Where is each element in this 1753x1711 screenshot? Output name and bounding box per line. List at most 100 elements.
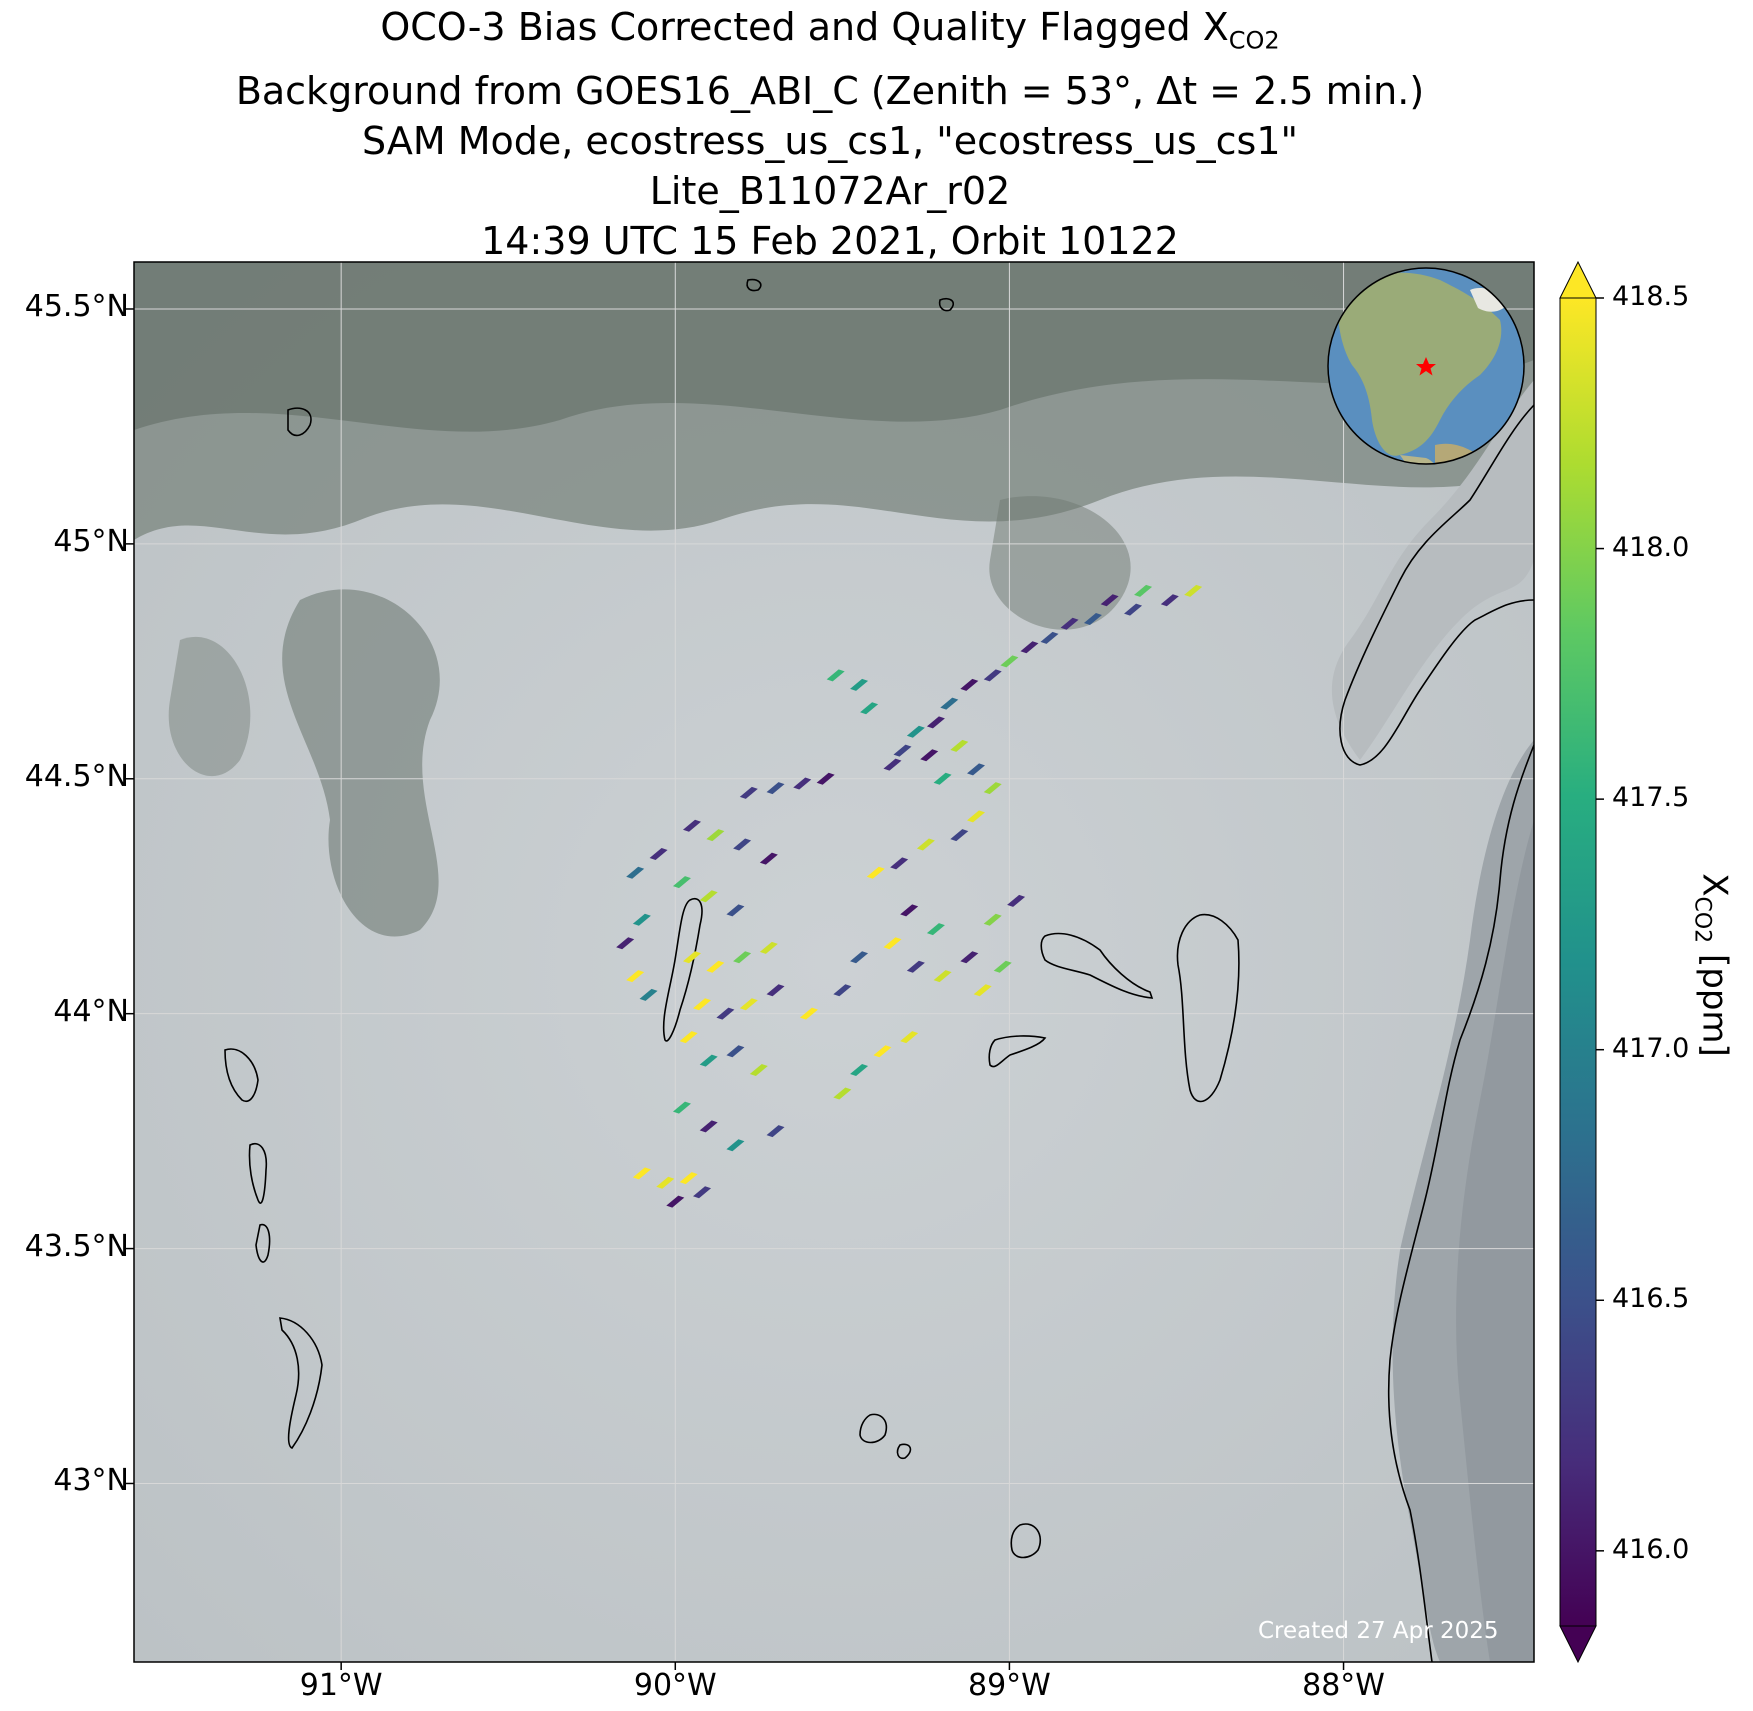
target-star-icon [1416, 357, 1436, 376]
xco2-sounding [1184, 584, 1203, 597]
inset-globe [1327, 267, 1525, 465]
xco2-sounding [893, 744, 912, 757]
colorbar-tick-label: 417.5 [1612, 782, 1690, 814]
colorbar-title: XCO2 [ppm] [1689, 873, 1735, 1057]
xco2-sounding [883, 758, 902, 771]
xco2-sounding [682, 819, 701, 832]
xco2-sounding [1124, 603, 1143, 616]
xco2-sounding [739, 998, 758, 1011]
xco2-sounding [960, 678, 979, 691]
xco2-sounding [699, 890, 718, 903]
xco2-sounding [679, 1031, 698, 1044]
lat-tick-label: 43°N [53, 1463, 129, 1499]
xco2-sounding [883, 937, 902, 950]
xco2-sounding [983, 669, 1002, 682]
xco2-sounding [766, 782, 785, 795]
xco2-sounding [649, 847, 668, 860]
xco2-sounding [940, 697, 959, 710]
xco2-sounding [672, 1101, 691, 1114]
xco2-sounding [973, 984, 992, 997]
xco2-sounding [626, 970, 645, 983]
colorbar-title-subscript: CO2 [1689, 896, 1715, 944]
xco2-sounding [900, 904, 919, 917]
xco2-sounding [1060, 617, 1079, 630]
lon-tick-label: 91°W [299, 1668, 383, 1703]
xco2-sounding [950, 829, 969, 842]
xco2-sounding [682, 951, 701, 964]
xco2-sounding [816, 772, 835, 785]
lon-tick-label: 90°W [633, 1668, 717, 1703]
map-frame [133, 261, 1535, 1663]
xco2-sounding [706, 960, 725, 973]
xco2-sounding [926, 923, 945, 936]
lon-tick-label: 89°W [967, 1668, 1051, 1703]
xco2-sounding [733, 838, 752, 851]
xco2-sounding [916, 838, 935, 851]
xco2-sounding [759, 852, 778, 865]
xco2-sounding [1134, 584, 1153, 597]
colorbar-max-extend [1559, 260, 1597, 299]
xco2-sounding [850, 951, 869, 964]
xco2-sounding [739, 786, 758, 799]
xco2-sounding [926, 716, 945, 729]
xco2-sounding [983, 913, 1002, 926]
title-line-5: 14:39 UTC 15 Feb 2021, Orbit 10122 [481, 218, 1179, 263]
creation-credit: Created 27 Apr 2025 [1258, 1618, 1499, 1644]
lat-tick-label: 45°N [53, 523, 129, 559]
lat-tick-label: 43.5°N [24, 1228, 129, 1264]
xco2-sounding [672, 876, 691, 889]
title-line-1: OCO-3 Bias Corrected and Quality Flagged… [380, 5, 1280, 55]
xco2-sounding [933, 772, 952, 785]
colorbar-tick-marks [1596, 297, 1604, 1552]
xco2-sounding [967, 810, 986, 823]
colorbar [1559, 260, 1604, 1664]
xco2-sounding [799, 1007, 818, 1020]
xco2-sounding [1040, 631, 1059, 644]
xco2-sounding [983, 782, 1002, 795]
xco2-sounding [1083, 613, 1102, 626]
xco2-sounding [726, 1045, 745, 1058]
xco2-sounding [656, 1176, 675, 1189]
xco2-sounding [866, 866, 885, 879]
xco2-sounding [960, 951, 979, 964]
xco2-sounding [993, 960, 1012, 973]
xco2-sounding [900, 1031, 919, 1044]
colorbar-tick-label: 417.0 [1612, 1032, 1690, 1064]
xco2-sounding [766, 1125, 785, 1138]
xco2-sounding [920, 749, 939, 762]
xco2-sounding [693, 1186, 712, 1199]
xco2-sounding [793, 777, 812, 790]
xco2-sounding [679, 1172, 698, 1185]
xco2-sounding [906, 725, 925, 738]
xco2-sounding [749, 1064, 768, 1077]
xco2-sounding [726, 904, 745, 917]
lat-tick-label: 44°N [53, 993, 129, 1029]
xco2-sounding [860, 702, 879, 715]
colorbar-tick-label: 418.0 [1612, 531, 1690, 563]
map-background [134, 262, 1534, 1662]
colorbar-tick-label: 418.5 [1612, 281, 1690, 312]
xco2-sounding [699, 1120, 718, 1133]
plot-title: OCO-3 Bias Corrected and Quality Flagged… [120, 2, 1540, 266]
xco2-sounding [706, 829, 725, 842]
xco2-sounding [1100, 594, 1119, 607]
xco2-sounding [1007, 894, 1026, 907]
xco2-sounding [616, 937, 635, 950]
xco2-sounding [933, 970, 952, 983]
xco2-sounding [632, 913, 651, 926]
xco2-sounding [833, 1087, 852, 1100]
title-subscript: CO2 [1228, 26, 1280, 55]
coastlines [224, 278, 1534, 1662]
xco2-sounding [632, 1167, 651, 1180]
xco2-sounding [890, 857, 909, 870]
xco2-sounding [639, 988, 658, 1001]
lat-tick-label: 44.5°N [24, 758, 129, 794]
xco2-sounding [766, 984, 785, 997]
xco2-sounding [759, 941, 778, 954]
xco2-sounding [1020, 641, 1039, 654]
xco2-sounding [850, 1064, 869, 1077]
colorbar-tick-label: 416.0 [1612, 1533, 1690, 1565]
xco2-sounding [733, 951, 752, 964]
xco2-sounding [1000, 655, 1019, 668]
